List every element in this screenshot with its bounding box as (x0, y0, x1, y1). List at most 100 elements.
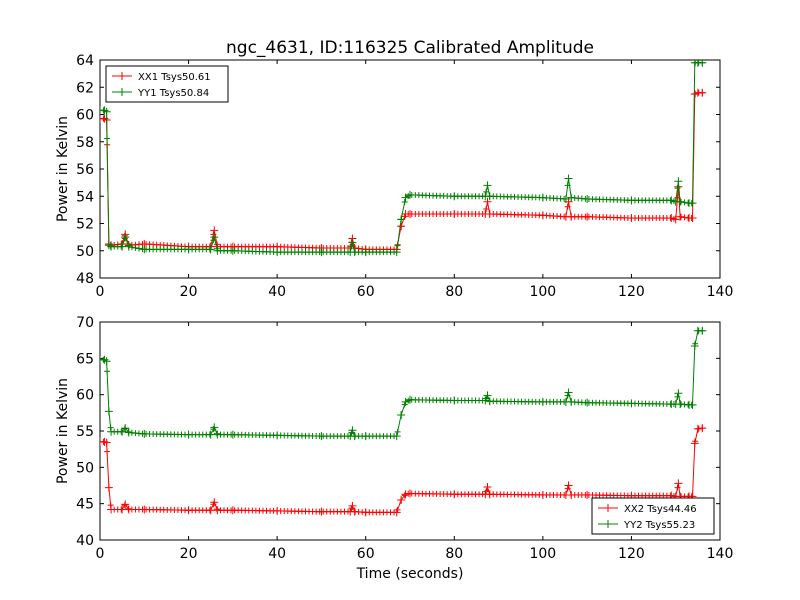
bottom-data-point (401, 401, 408, 408)
bottom-y-tick-label: 40 (76, 533, 94, 549)
bottom-legend-marker-0 (604, 504, 612, 512)
bottom-x-tick-label: 60 (357, 546, 375, 562)
bottom-x-tick-label: 40 (268, 546, 286, 562)
bottom-data-point (102, 357, 111, 366)
top-y-tick-label: 54 (76, 189, 94, 205)
top-data-point (102, 107, 111, 116)
top-legend-label-1: YY1 Tsys50.84 (137, 88, 209, 99)
top-y-tick-label: 52 (76, 217, 94, 233)
bottom-data-point (406, 489, 414, 498)
bottom-y-tick-label: 55 (76, 424, 94, 440)
top-data-point (681, 214, 688, 221)
top-data-point (397, 215, 406, 224)
bottom-data-point (107, 427, 116, 436)
top-data-point (485, 209, 494, 218)
bottom-data-point (104, 407, 113, 416)
top-x-tick-label: 100 (529, 284, 556, 300)
top-data-point (128, 244, 135, 251)
top-data-point (567, 212, 576, 221)
bottom-data-point (674, 389, 683, 398)
bottom-y-tick-label: 65 (76, 351, 94, 367)
bottom-data-point (564, 388, 573, 397)
top-data-point (676, 197, 685, 206)
bottom-data-point (693, 424, 702, 433)
top-data-point (564, 174, 573, 183)
bottom-y-axis-label: Power in Kelvin (55, 378, 71, 484)
top-data-point (538, 211, 547, 220)
top-data-point (483, 206, 490, 213)
top-data-point (317, 248, 326, 257)
top-data-point (627, 196, 636, 205)
top-data-point (698, 88, 707, 97)
top-data-point (483, 181, 492, 190)
bottom-x-tick-label: 140 (707, 546, 734, 562)
top-data-point (140, 245, 149, 254)
top-y-tick-label: 64 (76, 53, 94, 69)
top-data-point (667, 214, 676, 223)
x-axis-label: Time (seconds) (356, 566, 464, 582)
top-legend-marker-1 (118, 88, 126, 96)
top-data-point (688, 214, 697, 223)
top-data-point (688, 199, 697, 208)
bottom-data-point (104, 483, 113, 492)
top-y-tick-label: 60 (76, 108, 94, 124)
bottom-data-point (140, 429, 149, 438)
top-data-point (132, 244, 139, 251)
bottom-data-point (317, 507, 326, 516)
bottom-data-point (483, 391, 492, 400)
bottom-data-point (102, 438, 111, 447)
top-data-point (406, 190, 414, 199)
bottom-data-point (481, 396, 490, 405)
bottom-data-point (317, 432, 326, 441)
bottom-data-point (583, 398, 592, 407)
bottom-data-point (228, 430, 237, 439)
bottom-legend-label-0: XX2 Tsys44.46 (624, 504, 697, 515)
bottom-x-tick-label: 120 (618, 546, 645, 562)
top-data-point (124, 242, 133, 251)
top-data-point (627, 214, 636, 223)
top-data-point (213, 246, 222, 255)
top-data-point (348, 243, 355, 250)
top-data-point (401, 198, 408, 205)
bottom-data-point (210, 423, 219, 432)
bottom-data-point (690, 341, 699, 350)
bottom-data-point (676, 400, 685, 409)
bottom-data-point (564, 485, 571, 492)
bottom-plot-panel: 0 20 40 60 80 100 120 140 40 45 50 55 60 65 70 Power in… (55, 315, 733, 562)
top-data-point (676, 212, 685, 221)
top-data-point (401, 193, 410, 202)
bottom-data-point (538, 397, 547, 406)
bottom-x-tick-label: 20 (180, 546, 198, 562)
bottom-data-point (121, 500, 130, 509)
bottom-data-point (121, 424, 130, 433)
bottom-data-point (397, 496, 406, 505)
top-data-point (564, 203, 571, 210)
top-x-tick-label: 80 (445, 284, 463, 300)
top-plot-panel: 0 20 40 60 80 100 120 140 48 50 52 54 56 58 60 62 64 Powe… (55, 53, 733, 300)
top-y-tick-label: 58 (76, 135, 94, 151)
top-data-point (228, 246, 237, 255)
bottom-data-point (401, 492, 408, 499)
top-data-point (121, 233, 130, 242)
top-data-point (583, 212, 592, 221)
top-x-tick-label: 60 (357, 284, 375, 300)
bottom-data-point (538, 490, 547, 499)
bottom-data-point (228, 506, 237, 515)
top-data-point (273, 248, 282, 257)
top-legend-label-0: XX1 Tsys50.61 (138, 72, 211, 83)
bottom-data-point (450, 490, 459, 499)
bottom-data-point (567, 397, 576, 406)
top-legend: XX1 Tsys50.61 YY1 Tsys50.84 (105, 65, 229, 103)
top-data-point (210, 233, 219, 242)
bottom-legend: XX2 Tsys44.46 YY2 Tsys55.23 (591, 497, 715, 535)
top-y-tick-label: 62 (76, 80, 94, 96)
top-y-tick-label: 48 (76, 271, 94, 287)
top-data-point (583, 194, 592, 203)
bottom-data-point (690, 439, 699, 448)
bottom-data-point (184, 430, 193, 439)
bottom-legend-box (591, 497, 715, 535)
top-data-point (538, 193, 547, 202)
top-x-tick-label: 120 (618, 284, 645, 300)
top-data-point (210, 231, 217, 238)
bottom-data-point (627, 399, 636, 408)
